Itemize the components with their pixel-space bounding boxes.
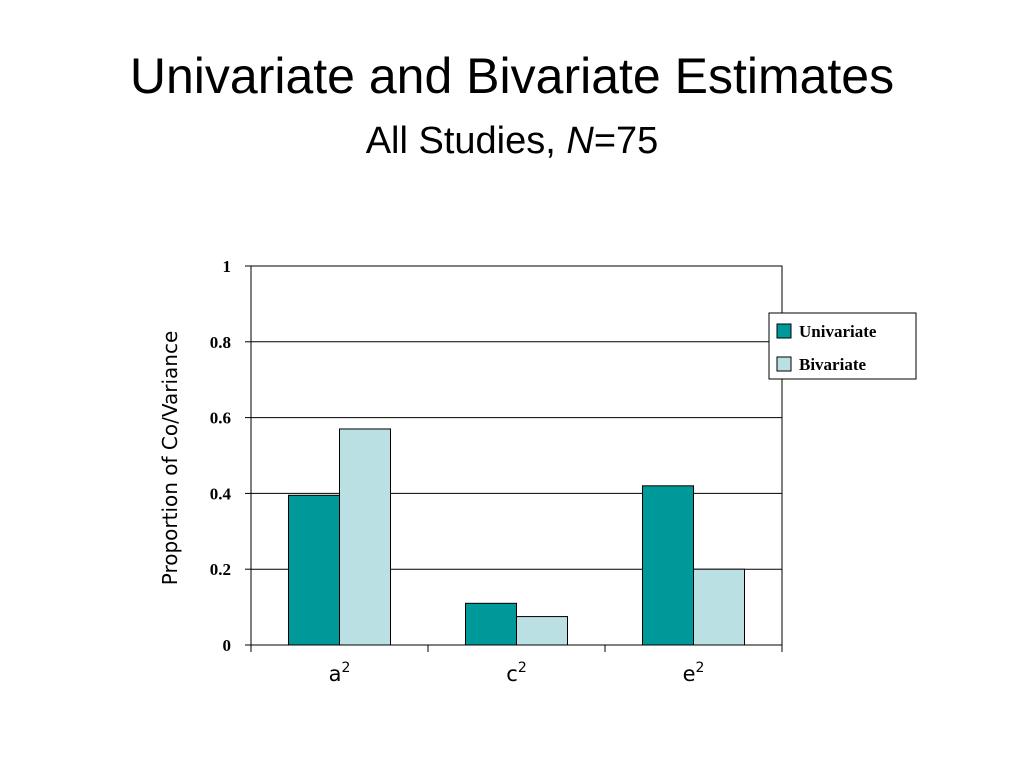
x-category-label: c2 <box>506 660 526 686</box>
slide-subtitle: All Studies, N=75 <box>0 118 1024 164</box>
y-tick-label: 0.6 <box>210 409 231 428</box>
y-tick-label: 0.8 <box>210 333 231 352</box>
legend-swatch-univariate <box>776 323 792 339</box>
y-tick-label: 0 <box>223 636 232 655</box>
bar-bivariate-a[interactable] <box>339 428 391 646</box>
subtitle-n: N <box>566 120 594 162</box>
y-tick-label: 1 <box>223 257 232 276</box>
subtitle-prefix: All Studies, <box>365 120 567 162</box>
category-superscript: 2 <box>696 660 705 676</box>
bar-bivariate-e[interactable] <box>693 568 745 646</box>
bar-bivariate-c[interactable] <box>516 616 568 646</box>
category-base: e <box>683 662 696 686</box>
x-category-label: a2 <box>329 660 351 686</box>
y-axis-label: Proportion of Co/Variance <box>158 331 182 586</box>
legend-box <box>768 312 917 380</box>
legend-label-bivariate: Bivariate <box>799 355 866 374</box>
category-base: c <box>506 662 518 686</box>
legend-swatch-bivariate <box>776 356 792 372</box>
y-tick-label: 0.2 <box>210 560 231 579</box>
bar-univariate-c[interactable] <box>465 602 517 646</box>
category-base: a <box>329 662 342 686</box>
legend-label-univariate: Univariate <box>799 322 877 341</box>
category-superscript: 2 <box>518 660 527 676</box>
bar-univariate-e[interactable] <box>642 485 694 646</box>
x-category-label: e2 <box>683 660 705 686</box>
category-superscript: 2 <box>341 660 350 676</box>
bar-univariate-a[interactable] <box>288 494 340 646</box>
subtitle-suffix: =75 <box>593 120 659 162</box>
slide-title: Univariate and Bivariate Estimates <box>129 48 895 104</box>
y-tick-label: 0.4 <box>210 484 232 503</box>
